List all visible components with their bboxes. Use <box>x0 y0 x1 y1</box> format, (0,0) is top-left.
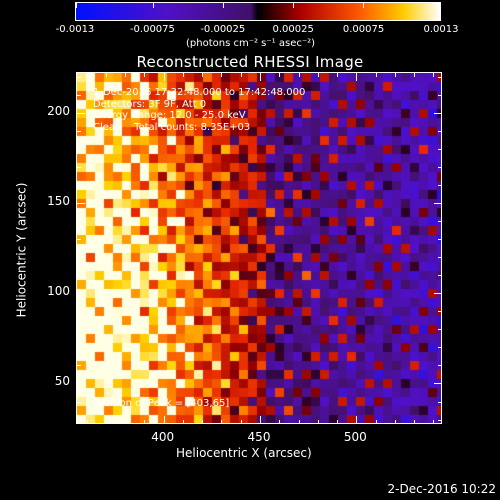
colorbar-tick <box>153 3 154 8</box>
image-plot-area: 1-Dec-2016 17:32:48.000 to 17:42:48.000 D… <box>76 72 442 424</box>
x-tick-label: 400 <box>151 430 175 444</box>
rhessi-image-map <box>77 73 441 423</box>
colorbar-tick-label: 0.00025 <box>272 24 314 35</box>
colorbar-tick-label: 0.00075 <box>342 24 385 35</box>
colorbar-tick <box>363 3 364 8</box>
y-tick-label: 200 <box>47 103 70 118</box>
colorbar-tick <box>293 3 294 8</box>
x-axis-label: Heliocentric X (arcsec) <box>176 446 312 460</box>
x-tick-label: 500 <box>343 430 367 444</box>
timestamp: 2-Dec-2016 10:22 <box>387 482 496 496</box>
colorbar-tick-label: -0.0013 <box>55 24 95 35</box>
y-tick-label: 50 <box>54 374 70 389</box>
x-tick-label: 450 <box>247 430 271 444</box>
colorbar-tick <box>76 3 77 8</box>
observation-info: 1-Dec-2016 17:32:48.000 to 17:42:48.000 D… <box>93 87 305 133</box>
detectors: Detectors: 3F 9F, Att 0 <box>93 98 207 110</box>
y-axis-label: Heliocentric Y (arcsec) <box>14 182 29 318</box>
colorbar-units: (photons cm⁻² s⁻¹ asec⁻²) <box>186 38 316 49</box>
time-range: 1-Dec-2016 17:32:48.000 to 17:42:48.000 <box>93 87 306 98</box>
energy-range: Energy Range: 12.0 - 25.0 keV <box>93 110 246 121</box>
colorbar-tick-label: 0.0013 <box>423 24 459 35</box>
colorbar-tick-label: -0.00075 <box>129 24 175 35</box>
colorbar-tick <box>440 3 441 8</box>
colorbar-gradient <box>76 3 440 20</box>
colorbar <box>75 2 441 21</box>
image-title: Reconstructed RHESSI Image <box>136 53 364 71</box>
clean-counts: Clean Total counts: 8.35E+03 <box>93 121 251 133</box>
y-tick-label: 100 <box>47 284 70 299</box>
colorbar-tick-labels: -0.0013 -0.00075 -0.00025 0.00025 0.00075 0.0… <box>0 24 500 38</box>
peak-position: Position of Peak = [403,65] <box>93 398 230 409</box>
colorbar-ticks <box>76 3 441 20</box>
colorbar-tick <box>223 3 224 8</box>
colorbar-tick-label: -0.00025 <box>200 24 246 35</box>
y-tick-label: 150 <box>47 193 70 208</box>
